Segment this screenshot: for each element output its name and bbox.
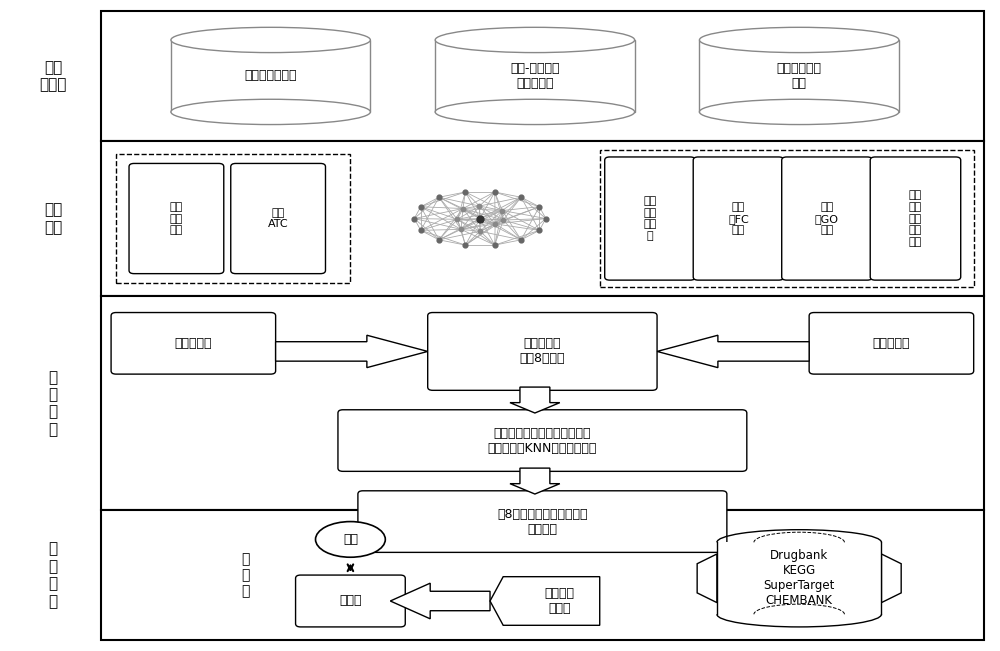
Point	[472, 226, 488, 236]
Bar	[435, 40, 635, 112]
Point	[431, 192, 447, 202]
Bar	[699, 40, 899, 112]
Point	[449, 214, 465, 225]
Bar	[717, 542, 881, 615]
Point	[455, 203, 471, 214]
Polygon shape	[390, 583, 490, 619]
Text: 收集
数据集: 收集 数据集	[40, 60, 67, 92]
Point	[531, 225, 547, 236]
Bar	[101, 141, 984, 296]
Text: 相似性计算: 相似性计算	[873, 337, 910, 350]
FancyBboxPatch shape	[870, 157, 961, 280]
Point	[495, 215, 511, 225]
Point	[538, 214, 554, 224]
Ellipse shape	[316, 521, 385, 557]
Ellipse shape	[699, 27, 899, 53]
FancyBboxPatch shape	[116, 154, 350, 283]
Point	[487, 187, 503, 197]
Polygon shape	[881, 554, 901, 603]
Point	[494, 205, 510, 215]
FancyBboxPatch shape	[782, 157, 872, 280]
FancyBboxPatch shape	[809, 312, 974, 374]
Bar	[101, 296, 984, 510]
Polygon shape	[697, 554, 717, 603]
Text: 靶蛋
白GO
注释: 靶蛋 白GO 注释	[815, 202, 839, 235]
FancyBboxPatch shape	[111, 312, 276, 374]
Text: 药物相关数据集: 药物相关数据集	[244, 70, 297, 83]
FancyBboxPatch shape	[428, 312, 657, 391]
Text: 相似性组合
形成8组特征: 相似性组合 形成8组特征	[520, 337, 565, 365]
Point	[457, 187, 473, 197]
Ellipse shape	[699, 99, 899, 124]
Polygon shape	[657, 335, 809, 368]
Point	[513, 192, 529, 202]
Bar	[101, 510, 984, 640]
Text: Drugbank
KEGG
SuperTarget
CHEMBANK: Drugbank KEGG SuperTarget CHEMBANK	[763, 549, 835, 607]
Text: 靶蛋白: 靶蛋白	[339, 594, 362, 607]
Text: 靶蛋
白序
列信
息: 靶蛋 白序 列信 息	[643, 196, 657, 241]
FancyBboxPatch shape	[600, 150, 974, 286]
Point	[457, 240, 473, 250]
Text: 药物
ATC: 药物 ATC	[268, 208, 288, 229]
Text: 对8个预测结果，使用决策
模板融合: 对8个预测结果，使用决策 模板融合	[497, 508, 588, 536]
Text: 靶蛋
白FC
注释: 靶蛋 白FC 注释	[728, 202, 749, 235]
Point	[431, 234, 447, 245]
Polygon shape	[510, 468, 560, 494]
FancyBboxPatch shape	[296, 575, 405, 627]
Point	[413, 202, 429, 212]
Text: 靶蛋白相关数
据集: 靶蛋白相关数 据集	[777, 62, 822, 90]
Polygon shape	[510, 387, 560, 413]
Text: 药物: 药物	[343, 533, 358, 546]
Polygon shape	[276, 335, 428, 368]
FancyBboxPatch shape	[358, 491, 727, 553]
Ellipse shape	[435, 99, 635, 124]
Text: 相似性计算: 相似性计算	[175, 337, 212, 350]
Bar	[101, 11, 984, 141]
Point	[472, 214, 488, 224]
Point	[471, 201, 487, 211]
Point	[531, 202, 547, 212]
Ellipse shape	[171, 99, 370, 124]
Point	[406, 214, 422, 224]
FancyBboxPatch shape	[605, 157, 695, 280]
Ellipse shape	[171, 27, 370, 53]
FancyBboxPatch shape	[231, 163, 325, 273]
Text: 靶蛋
白参
与的
代谢
通路: 靶蛋 白参 与的 代谢 通路	[909, 190, 922, 247]
FancyBboxPatch shape	[338, 409, 747, 471]
Polygon shape	[490, 577, 600, 626]
FancyBboxPatch shape	[693, 157, 784, 280]
Point	[453, 224, 469, 234]
FancyBboxPatch shape	[129, 163, 224, 273]
Text: 最新数据
集验证: 最新数据 集验证	[545, 587, 575, 615]
Point	[413, 225, 429, 236]
Text: 特征
提取: 特征 提取	[44, 202, 62, 235]
Point	[487, 240, 503, 250]
Text: 计
算
模
型: 计 算 模 型	[49, 370, 58, 437]
Text: 药物
结构
信息: 药物 结构 信息	[170, 202, 183, 235]
Text: 新
预
测: 新 预 测	[242, 552, 250, 598]
Point	[487, 219, 503, 229]
Text: 药物-靶蛋白相
互作用关系: 药物-靶蛋白相 互作用关系	[510, 62, 560, 90]
Point	[513, 234, 529, 245]
Text: 形成药物组或靶蛋白组，并分
两阶段使用KNN进行分类预测: 形成药物组或靶蛋白组，并分 两阶段使用KNN进行分类预测	[488, 426, 597, 454]
Bar	[171, 40, 370, 112]
Ellipse shape	[435, 27, 635, 53]
Text: 测
试
模
型: 测 试 模 型	[49, 542, 58, 609]
